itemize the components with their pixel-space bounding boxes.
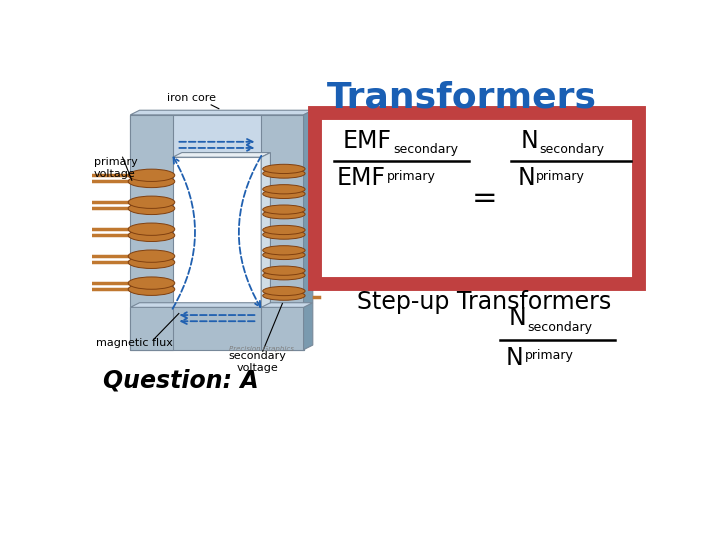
Text: Step-up Transformers: Step-up Transformers: [357, 289, 611, 314]
Polygon shape: [173, 153, 271, 157]
Text: primary: primary: [387, 170, 436, 183]
Ellipse shape: [263, 230, 305, 239]
Ellipse shape: [263, 225, 305, 234]
Ellipse shape: [263, 169, 305, 178]
Text: secondary: secondary: [539, 144, 604, 157]
Text: primary: primary: [525, 349, 573, 362]
Text: primary: primary: [536, 170, 585, 183]
Ellipse shape: [128, 256, 175, 268]
Text: N: N: [509, 306, 527, 330]
Ellipse shape: [263, 291, 305, 300]
Ellipse shape: [128, 229, 175, 241]
Text: primary
voltage: primary voltage: [94, 157, 138, 179]
Ellipse shape: [128, 250, 175, 262]
Bar: [261, 115, 304, 350]
Text: EMF: EMF: [343, 130, 392, 153]
Ellipse shape: [128, 202, 175, 214]
Ellipse shape: [263, 246, 305, 255]
Ellipse shape: [263, 210, 305, 219]
Polygon shape: [130, 303, 312, 307]
Ellipse shape: [263, 266, 305, 275]
Bar: [130, 307, 304, 350]
Ellipse shape: [263, 205, 305, 214]
Text: Transformers: Transformers: [326, 80, 596, 114]
Text: N: N: [521, 130, 539, 153]
Ellipse shape: [128, 277, 175, 289]
Text: secondary: secondary: [393, 144, 458, 157]
Text: Question: A: Question: A: [104, 369, 259, 393]
Ellipse shape: [128, 283, 175, 295]
Ellipse shape: [128, 169, 175, 181]
Ellipse shape: [263, 185, 305, 194]
Ellipse shape: [128, 176, 175, 187]
Bar: [130, 115, 304, 157]
Ellipse shape: [263, 271, 305, 280]
Ellipse shape: [128, 196, 175, 208]
Text: Precision Graphics: Precision Graphics: [229, 346, 294, 352]
Ellipse shape: [263, 286, 305, 295]
Text: N: N: [506, 346, 523, 370]
Text: EMF: EMF: [337, 166, 386, 191]
Text: iron core: iron core: [167, 93, 217, 103]
Bar: [173, 157, 261, 307]
Ellipse shape: [263, 251, 305, 260]
Bar: [315, 112, 639, 284]
Text: secondary
voltage: secondary voltage: [228, 351, 287, 373]
Polygon shape: [261, 153, 271, 307]
Polygon shape: [304, 110, 312, 350]
Text: magnetic flux: magnetic flux: [96, 338, 173, 348]
Polygon shape: [130, 110, 312, 115]
Text: =: =: [472, 184, 498, 213]
Text: secondary: secondary: [528, 321, 593, 334]
Ellipse shape: [128, 223, 175, 235]
Ellipse shape: [263, 164, 305, 173]
Text: N: N: [518, 166, 535, 191]
Ellipse shape: [263, 189, 305, 199]
Bar: [130, 115, 173, 350]
